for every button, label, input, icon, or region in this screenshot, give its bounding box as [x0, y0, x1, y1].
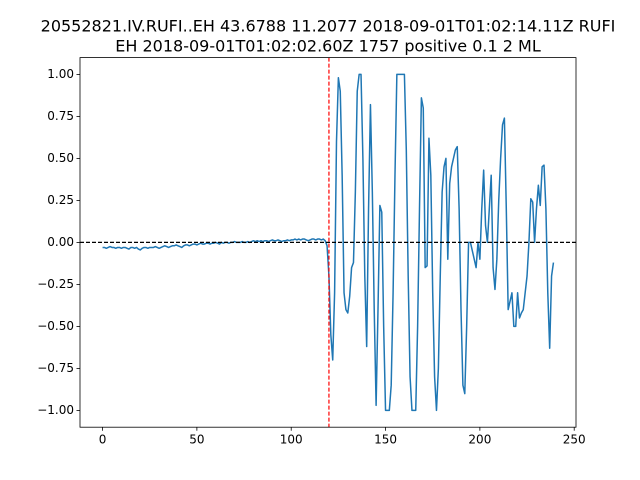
x-tick-label: 200: [468, 433, 491, 447]
y-tick-label: 0.25: [47, 193, 74, 207]
x-tick-label: 50: [189, 433, 204, 447]
waveform-line: [102, 73, 555, 412]
x-tick-label: 250: [563, 433, 586, 447]
plot-frame: [79, 57, 577, 428]
y-tick-label: −0.25: [37, 277, 74, 291]
x-tick-label: 150: [374, 433, 397, 447]
x-tick-label: 0: [99, 433, 107, 447]
y-tick-label: 0.00: [47, 235, 74, 249]
chart-title: EH 2018-09-01T01:02:02.60Z 1757 positive…: [115, 37, 541, 56]
x-tick-label: 100: [280, 433, 303, 447]
y-tick-label: −0.75: [37, 361, 74, 375]
y-tick-label: −1.00: [37, 403, 74, 417]
chart-title: 20552821.IV.RUFI..EH 43.6788 11.2077 201…: [41, 17, 616, 36]
y-tick-label: 0.50: [47, 151, 74, 165]
y-tick-label: −0.50: [37, 319, 74, 333]
y-tick-label: 1.00: [47, 67, 74, 81]
y-tick-label: 0.75: [47, 109, 74, 123]
